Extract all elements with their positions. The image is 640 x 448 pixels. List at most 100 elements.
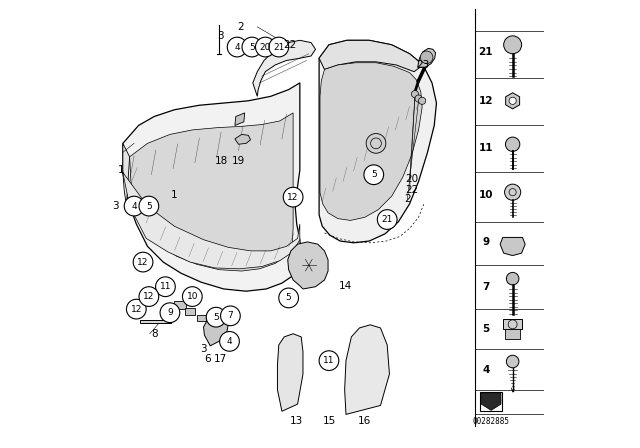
Bar [197,315,206,321]
Text: 20: 20 [405,174,419,184]
Text: 11: 11 [160,282,171,291]
Circle shape [415,95,422,102]
Text: 9: 9 [167,308,173,317]
Circle shape [364,165,383,185]
Text: 12: 12 [131,305,142,314]
Text: 3: 3 [112,201,118,211]
Circle shape [124,196,144,216]
Text: 11: 11 [323,356,335,365]
Polygon shape [123,143,130,206]
Text: 22: 22 [283,40,296,50]
Text: 10: 10 [187,292,198,301]
Text: 2: 2 [404,194,411,204]
Polygon shape [140,310,172,323]
Polygon shape [253,40,316,96]
Circle shape [284,187,303,207]
Polygon shape [123,172,300,269]
Circle shape [279,288,298,308]
Text: 4: 4 [234,43,240,52]
Text: 4: 4 [131,202,137,211]
Bar [174,301,186,309]
Text: 7: 7 [228,311,233,320]
Circle shape [160,303,180,323]
Bar [185,308,195,314]
Text: 1: 1 [117,165,124,175]
Circle shape [220,332,239,351]
Text: 15: 15 [323,416,335,426]
Polygon shape [278,334,303,411]
Text: 21: 21 [381,215,393,224]
Text: 5: 5 [286,293,291,302]
Polygon shape [123,83,301,291]
Bar [503,319,522,329]
Text: 20: 20 [260,43,271,52]
Polygon shape [235,113,244,125]
Text: 1: 1 [171,190,178,200]
Text: 17: 17 [214,354,227,364]
Text: 00282885: 00282885 [472,417,509,426]
Polygon shape [319,40,423,72]
Polygon shape [418,48,436,67]
Circle shape [506,272,519,285]
Circle shape [182,287,202,306]
Text: 3: 3 [200,344,207,353]
Polygon shape [130,113,293,271]
Text: 5: 5 [371,170,376,179]
Circle shape [504,36,522,54]
Polygon shape [320,63,422,220]
Circle shape [206,307,226,327]
Text: 5: 5 [213,313,219,322]
Polygon shape [500,237,525,255]
Circle shape [506,355,519,368]
Text: 9: 9 [482,237,490,247]
Text: 5: 5 [249,43,255,52]
Text: 23: 23 [417,60,429,70]
Text: 3: 3 [217,31,224,41]
Circle shape [156,277,175,297]
Text: 18: 18 [215,156,228,166]
Polygon shape [288,242,328,289]
Text: 12: 12 [138,258,148,267]
Text: 6: 6 [204,354,211,364]
Circle shape [378,210,397,229]
Text: 19: 19 [232,156,245,166]
Circle shape [227,37,247,57]
Text: 21: 21 [479,47,493,56]
Text: 2: 2 [237,22,244,32]
Text: 11: 11 [479,143,493,153]
Polygon shape [319,40,436,243]
Text: 14: 14 [339,281,352,291]
Text: 10: 10 [479,190,493,200]
Circle shape [504,184,521,200]
Circle shape [255,37,275,57]
Text: 12: 12 [479,96,493,106]
Text: 5: 5 [146,202,152,211]
Circle shape [221,306,240,326]
Circle shape [242,37,262,57]
Circle shape [366,134,386,153]
Polygon shape [204,317,228,346]
Circle shape [420,51,433,64]
Text: 12: 12 [143,292,154,301]
Polygon shape [481,393,501,410]
Circle shape [506,137,520,151]
Text: 8: 8 [151,329,157,339]
Circle shape [269,37,289,57]
Circle shape [509,97,516,104]
Text: 5: 5 [482,324,490,334]
Bar [481,392,502,411]
Circle shape [133,252,153,272]
Text: 4: 4 [227,337,232,346]
Text: 7: 7 [482,282,490,292]
Text: 4: 4 [482,365,490,375]
Circle shape [139,287,159,306]
Circle shape [419,97,426,104]
Circle shape [139,196,159,216]
Text: 13: 13 [290,416,303,426]
Text: 16: 16 [358,416,371,426]
Text: 22: 22 [405,185,419,195]
Text: 21: 21 [273,43,284,52]
Polygon shape [506,93,520,109]
Circle shape [412,90,419,98]
Polygon shape [345,325,389,414]
